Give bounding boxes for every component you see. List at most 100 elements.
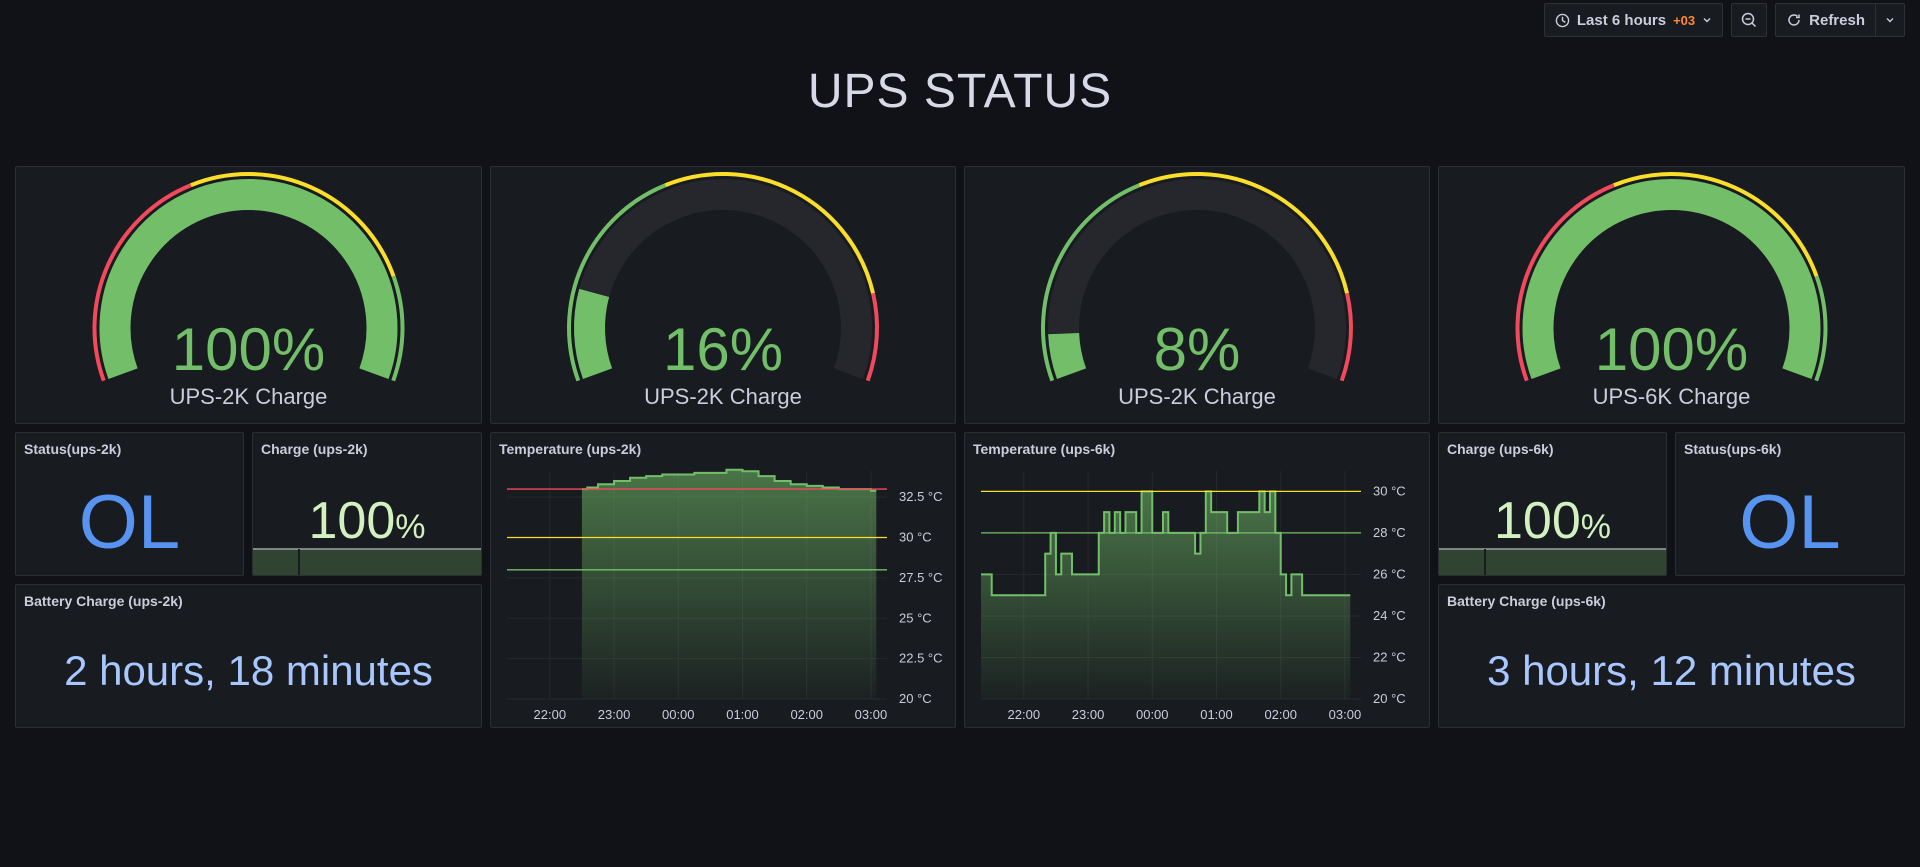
y-tick-label: 26 °C [1373,566,1406,581]
refresh-label: Refresh [1809,11,1865,29]
x-tick-label: 22:00 [534,707,567,722]
time-picker-group: Last 6 hours +03 [1543,3,1724,37]
y-tick-label: 25 °C [899,610,932,625]
charge-value-wrap: 100% [1439,491,1666,551]
x-tick-label: 03:00 [855,707,888,722]
gauge-threshold-segment [190,172,396,278]
zoom-out-icon [1741,12,1757,28]
gauge-panel-ups2k-charge-2[interactable]: 16% UPS-2K Charge [490,166,956,424]
charge-value: 100 [1494,492,1581,550]
gauge-label: UPS-6K Charge [1592,384,1751,409]
gauge-track [1048,179,1346,379]
charge-unit: % [1580,508,1611,546]
gauge-arc [1515,172,1828,382]
gauge-threshold-segment [391,275,405,382]
x-tick-label: 03:00 [1329,707,1362,722]
clock-icon [1555,13,1570,28]
battery-panel-ups2k[interactable]: Battery Charge (ups-2k) 2 hours, 18 minu… [15,584,482,728]
y-tick-label: 20 °C [899,691,932,706]
gauge-value: 8% [1153,316,1241,383]
temperature-chart-plot: 22:00 23:00 00:00 01:00 02:00 03:00 20 °C 22 °C… [981,471,1406,722]
y-tick-label: 22 °C [1373,649,1406,664]
temperature-chart-ups6k[interactable]: Temperature (ups-6k) 22:00 23:00 00:00 01:0… [964,432,1430,728]
charge-panel-ups2k[interactable]: Charge (ups-2k) 100% [252,432,482,576]
timezone-offset: +03 [1673,12,1696,28]
battery-runtime-value: 3 hours, 12 minutes [1487,647,1856,694]
gauge-threshold-segment [1339,292,1353,382]
gauge-label: UPS-2K Charge [644,384,802,409]
x-tick-label: 01:00 [1200,707,1233,722]
gauge-threshold-segment [92,183,192,382]
refresh-group: Refresh [1775,3,1905,37]
charge-value: 100 [308,492,396,550]
gauge-value-arc [1048,332,1087,379]
time-range-label: Last 6 hours [1576,11,1667,29]
gauge-value-arc [99,179,398,379]
y-tick-label: 27.5 °C [899,570,943,585]
charge-sparkline [253,548,481,575]
gauge-panel-ups2k-charge-1[interactable]: 100% UPS-2K Charge [15,166,482,424]
gauge-threshold-segment [1613,172,1819,278]
panel-title: Temperature (ups-6k) [973,441,1116,457]
x-tick-label: 23:00 [598,707,631,722]
gauge-panel-ups2k-charge-3[interactable]: 8% UPS-2K Charge [964,166,1430,424]
dashboard-toolbar: Last 6 hours +03 Refresh [1543,3,1905,37]
panel-title: Charge (ups-2k) [261,441,368,457]
y-tick-label: 22.5 °C [899,651,943,666]
battery-runtime-value: 2 hours, 18 minutes [64,647,433,694]
gauge-threshold-segment [865,292,879,382]
gauge-value: 100% [1594,316,1749,383]
panel-title: Temperature (ups-2k) [499,441,642,457]
gauge-label: UPS-2K Charge [1118,384,1276,409]
temperature-line [581,468,877,492]
gauge-panel-ups6k-charge[interactable]: 100% UPS-6K Charge [1438,166,1905,424]
battery-panel-ups6k[interactable]: Battery Charge (ups-6k) 3 hours, 12 minu… [1438,584,1905,728]
y-tick-label: 20 °C [1373,691,1406,706]
refresh-button[interactable]: Refresh [1776,4,1875,36]
y-tick-label: 30 °C [1373,483,1406,498]
x-tick-label: 22:00 [1008,707,1041,722]
y-tick-label: 24 °C [1373,608,1406,623]
status-value: OL [78,480,181,565]
x-tick-label: 00:00 [662,707,695,722]
gauge-arc [567,172,879,382]
status-panel-ups6k[interactable]: Status(ups-6k) OL [1675,432,1905,576]
gauge-arc [92,172,405,382]
status-panel-ups2k[interactable]: Status(ups-2k) OL [15,432,244,576]
gauge-value: 100% [171,316,326,383]
temperature-chart-plot: 22:00 23:00 00:00 01:00 02:00 03:00 20 °C 22.5 … [507,468,943,722]
gauge-threshold-segment [664,172,876,294]
gauge-threshold-segment [1515,183,1615,382]
refresh-icon [1786,12,1802,28]
chevron-down-icon [1885,15,1895,25]
charge-panel-ups6k[interactable]: Charge (ups-6k) 100% [1438,432,1667,576]
gauge-threshold-segment [1041,183,1141,382]
panel-title: Battery Charge (ups-6k) [1447,593,1606,609]
dashboard-title: UPS STATUS [807,65,1113,118]
x-tick-label: 02:00 [790,707,823,722]
panel-title: Status(ups-2k) [24,441,122,457]
zoom-out-button[interactable] [1731,3,1768,37]
charge-sparkline [1439,548,1666,575]
gauge-label: UPS-2K Charge [169,384,328,409]
x-tick-label: 23:00 [1072,707,1105,722]
chevron-down-icon [1702,15,1712,25]
time-range-picker[interactable]: Last 6 hours +03 [1545,4,1722,36]
gauge-threshold-segment [1138,172,1350,294]
temperature-chart-ups2k[interactable]: Temperature (ups-2k) 22:00 23:00 00:00 01:0… [490,432,956,728]
charge-unit: % [395,508,426,546]
gauge-value-arc [1522,179,1821,379]
gauge-value-arc [574,288,613,379]
panel-title: Status(ups-6k) [1684,441,1782,457]
refresh-interval-dropdown[interactable] [1875,4,1904,36]
gauge-value: 16% [662,316,784,383]
status-value: OL [1739,480,1841,565]
panel-title: Battery Charge (ups-2k) [24,593,183,609]
gauge-threshold-segment [567,183,667,382]
x-tick-label: 00:00 [1136,707,1169,722]
gauge-arc [1041,172,1353,382]
y-tick-label: 32.5 °C [899,489,943,504]
gauge-threshold-segment [1814,275,1828,382]
x-tick-label: 01:00 [726,707,759,722]
x-tick-label: 02:00 [1264,707,1297,722]
